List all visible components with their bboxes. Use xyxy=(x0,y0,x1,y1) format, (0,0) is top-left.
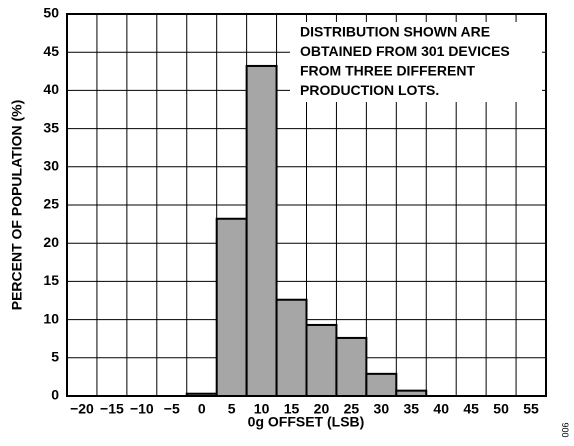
y-tick-label: 20 xyxy=(43,234,59,250)
x-tick-label: 55 xyxy=(523,401,539,417)
annotation-line: PRODUCTION LOTS. xyxy=(300,82,439,98)
y-tick-label: 50 xyxy=(43,5,59,21)
bar xyxy=(335,336,368,398)
y-tick-label: 45 xyxy=(43,43,59,59)
annotation-line: FROM THREE DIFFERENT xyxy=(300,63,475,79)
x-tick-label: −5 xyxy=(164,401,180,417)
annotation-line: OBTAINED FROM 301 DEVICES xyxy=(300,43,510,59)
y-tick-label: 10 xyxy=(43,310,59,326)
x-tick-label: 35 xyxy=(403,401,419,417)
x-tick-label: 45 xyxy=(463,401,479,417)
x-tick-label: 50 xyxy=(493,401,509,417)
x-tick-label: 25 xyxy=(344,401,360,417)
x-tick-label: −15 xyxy=(100,401,124,417)
y-tick-label: 0 xyxy=(51,387,59,403)
y-tick-label: 40 xyxy=(43,81,59,97)
annotation-line: DISTRIBUTION SHOWN ARE xyxy=(300,24,490,40)
x-tick-label: 40 xyxy=(433,401,449,417)
y-axis-label: PERCENT OF POPULATION (%) xyxy=(9,100,25,311)
x-tick-label: −20 xyxy=(70,401,94,417)
x-tick-label: −10 xyxy=(130,401,154,417)
x-tick-label: 20 xyxy=(314,401,330,417)
y-tick-label: 5 xyxy=(51,349,59,365)
y-tick-label: 25 xyxy=(43,196,59,212)
x-tick-label: 5 xyxy=(228,401,236,417)
x-tick-label: 0 xyxy=(198,401,206,417)
y-tick-label: 15 xyxy=(43,272,59,288)
y-tick-label: 35 xyxy=(43,119,59,135)
figure-code: 006 xyxy=(560,422,570,437)
bar xyxy=(365,372,398,397)
x-tick-label: 10 xyxy=(254,401,270,417)
annotation-box xyxy=(290,22,542,102)
x-tick-label: 15 xyxy=(284,401,300,417)
x-axis-label: 0g OFFSET (LSB) xyxy=(248,414,365,430)
bar xyxy=(305,323,338,397)
bar xyxy=(245,64,278,398)
x-tick-label: 30 xyxy=(374,401,390,417)
plot-frame xyxy=(66,13,547,397)
bar xyxy=(215,217,248,397)
bar xyxy=(275,298,308,397)
y-tick-label: 30 xyxy=(43,158,59,174)
